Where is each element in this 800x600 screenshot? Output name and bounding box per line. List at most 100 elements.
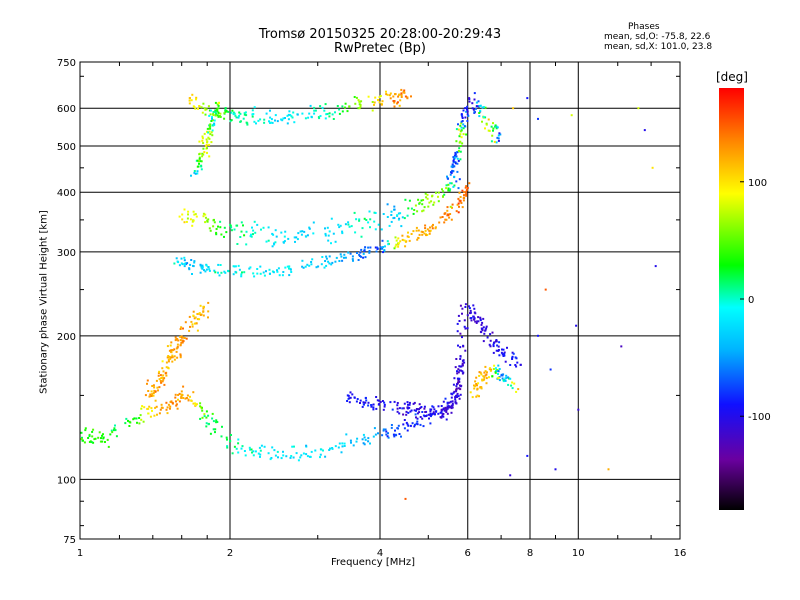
data-point	[454, 395, 457, 398]
data-point	[500, 374, 503, 377]
data-point	[420, 230, 423, 233]
data-point	[482, 317, 485, 320]
data-point	[230, 434, 232, 436]
data-point	[238, 114, 241, 117]
data-point	[187, 213, 189, 216]
data-point	[478, 105, 481, 107]
data-point	[379, 246, 382, 249]
data-point	[293, 445, 295, 448]
data-point	[357, 107, 360, 110]
data-point	[195, 215, 198, 218]
data-point	[446, 412, 449, 415]
data-point	[306, 263, 309, 266]
data-point	[181, 218, 184, 221]
data-point	[204, 221, 207, 224]
data-point	[214, 428, 217, 431]
data-point	[267, 452, 270, 455]
data-point	[400, 225, 403, 228]
data-point	[376, 248, 379, 250]
data-point	[156, 386, 159, 389]
data-point	[448, 401, 451, 404]
data-point	[577, 408, 580, 411]
data-point	[358, 107, 361, 110]
data-point	[367, 246, 370, 249]
data-point	[166, 412, 169, 415]
data-point	[381, 239, 384, 242]
data-point	[454, 156, 457, 159]
data-point	[475, 383, 478, 385]
data-point	[268, 120, 270, 123]
data-point	[460, 122, 463, 125]
data-point	[451, 406, 454, 409]
data-point	[444, 212, 447, 215]
data-point	[408, 403, 411, 406]
data-point	[330, 242, 332, 245]
data-point	[509, 377, 512, 380]
data-point	[257, 119, 260, 122]
data-point	[174, 336, 177, 339]
data-point	[379, 401, 382, 403]
data-point	[270, 118, 273, 121]
data-point	[289, 114, 292, 116]
data-point	[477, 382, 480, 385]
data-point	[283, 235, 286, 238]
data-point	[179, 356, 182, 359]
data-point	[459, 140, 462, 143]
data-point	[133, 417, 136, 420]
data-point	[115, 435, 118, 438]
data-point	[203, 107, 206, 110]
data-point	[397, 218, 400, 221]
data-point	[417, 236, 420, 239]
data-point	[178, 392, 181, 395]
data-point	[193, 171, 196, 174]
data-point	[489, 333, 492, 336]
data-point	[180, 326, 183, 329]
data-point	[220, 435, 223, 438]
data-point	[460, 126, 463, 129]
data-point	[313, 112, 316, 115]
data-point	[206, 147, 208, 150]
data-point	[193, 260, 196, 263]
data-point	[176, 345, 179, 348]
data-point	[183, 337, 186, 339]
data-point	[326, 113, 329, 115]
data-point	[284, 266, 287, 269]
data-point	[179, 335, 182, 338]
data-point	[476, 320, 479, 323]
data-point	[435, 191, 437, 194]
data-point	[397, 243, 400, 246]
data-point	[419, 416, 422, 418]
data-point	[427, 413, 430, 416]
data-point	[370, 405, 373, 408]
data-point	[489, 369, 492, 372]
data-point	[427, 205, 430, 208]
data-point	[334, 111, 336, 114]
data-point	[478, 115, 481, 118]
data-point	[276, 269, 278, 272]
data-point	[233, 445, 236, 448]
data-point	[305, 453, 308, 456]
data-point	[138, 422, 141, 425]
data-point	[459, 124, 462, 127]
data-point	[282, 450, 284, 453]
data-point	[386, 93, 389, 96]
data-point	[343, 256, 345, 259]
data-point	[449, 205, 452, 208]
data-point	[472, 108, 475, 111]
data-point	[445, 418, 448, 421]
data-point	[219, 220, 222, 223]
data-point	[404, 245, 407, 248]
data-point	[282, 117, 285, 120]
data-point	[466, 105, 469, 108]
data-point	[306, 455, 309, 458]
data-point	[265, 270, 267, 273]
data-point	[179, 339, 182, 342]
data-point	[537, 334, 539, 337]
data-point	[470, 317, 473, 319]
data-point	[324, 232, 327, 235]
data-point	[347, 223, 350, 226]
data-point	[215, 113, 217, 115]
data-point	[393, 400, 396, 403]
data-point	[435, 410, 438, 413]
data-point	[229, 440, 232, 443]
